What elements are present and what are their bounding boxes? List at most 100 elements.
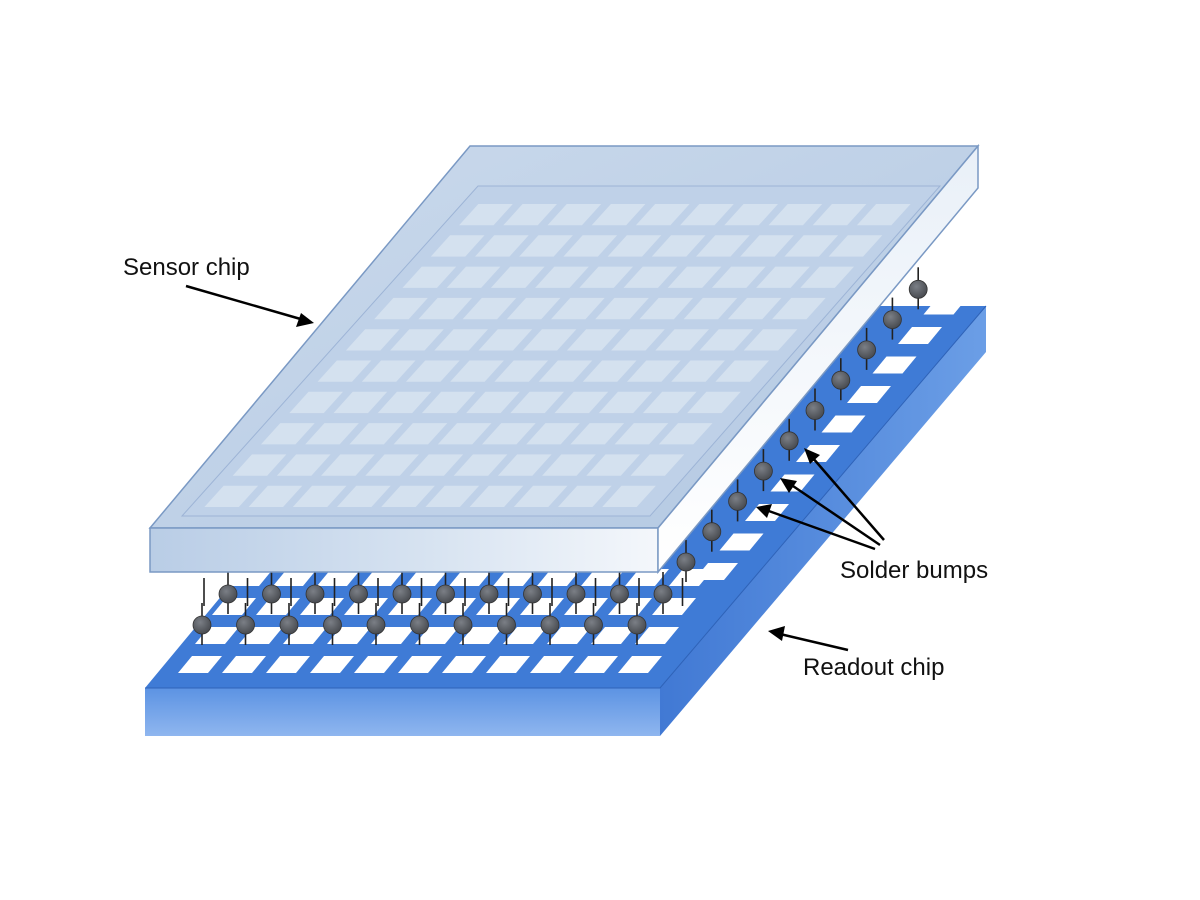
solder-bump bbox=[610, 584, 629, 604]
sensor-pixel bbox=[503, 204, 558, 226]
sensor-pixel bbox=[614, 423, 669, 445]
solder-bump bbox=[453, 615, 473, 635]
readout-pad bbox=[847, 386, 891, 403]
sensor-pixel bbox=[598, 391, 653, 414]
sensor-pixel bbox=[390, 329, 444, 351]
sensor-pixel bbox=[812, 204, 867, 226]
sensor-pixel bbox=[430, 235, 485, 257]
solder-bump bbox=[323, 615, 342, 635]
readout-pad bbox=[273, 569, 317, 586]
readout-pad bbox=[898, 327, 942, 344]
solder-bump bbox=[540, 615, 560, 635]
sensor-pixel bbox=[542, 454, 596, 476]
readout-pad bbox=[310, 656, 354, 673]
sensor-pixel bbox=[305, 423, 359, 445]
readout-pad bbox=[486, 656, 530, 673]
sensor-pixel bbox=[321, 454, 375, 476]
sensor-pixel bbox=[437, 423, 492, 445]
sensor-pixel bbox=[800, 266, 855, 288]
sensor-pixel bbox=[554, 391, 609, 414]
sensor-pixel bbox=[377, 391, 432, 414]
sensor-pixel bbox=[566, 329, 621, 351]
readout-pad bbox=[796, 445, 840, 462]
sensor-pixel bbox=[856, 204, 911, 226]
readout-chip-label: Readout chip bbox=[803, 654, 944, 681]
solder-bump bbox=[676, 552, 696, 572]
solder-bump bbox=[236, 615, 255, 635]
sensor-pixel bbox=[626, 360, 681, 382]
sensor-pixel bbox=[557, 485, 612, 507]
solder-bump bbox=[192, 615, 212, 635]
readout-pad bbox=[503, 627, 547, 644]
readout-pad bbox=[229, 569, 273, 586]
readout-pad bbox=[530, 656, 574, 673]
sensor-pixel bbox=[248, 485, 303, 507]
solder-bump bbox=[218, 584, 238, 604]
sensor-pixel bbox=[497, 454, 552, 476]
sensor-pixel bbox=[579, 266, 634, 288]
readout-pad bbox=[537, 569, 581, 586]
sensor-pixel bbox=[547, 204, 602, 226]
sensor-pixel bbox=[490, 266, 545, 288]
solder-bump bbox=[366, 615, 386, 635]
sensor-pixel bbox=[462, 297, 517, 320]
solder-bump bbox=[436, 584, 455, 604]
sensor-chip-arrowhead bbox=[296, 313, 314, 327]
readout-pad bbox=[625, 569, 669, 586]
sensor-pixel bbox=[582, 360, 637, 382]
readout-pad bbox=[923, 297, 968, 315]
sensor-pixel bbox=[260, 423, 315, 445]
sensor-pixel bbox=[292, 485, 347, 507]
solder-bump bbox=[908, 279, 928, 299]
sensor-pixel-grid bbox=[204, 204, 911, 507]
sensor-pixel bbox=[550, 297, 605, 320]
sensor-pixel bbox=[611, 329, 665, 351]
sensor-pixel bbox=[667, 266, 722, 288]
readout-pad bbox=[178, 656, 222, 673]
readout-pad bbox=[872, 356, 917, 374]
sensor-pixel bbox=[711, 266, 766, 288]
sensor-pixel bbox=[481, 423, 536, 445]
solder-bump bbox=[479, 584, 499, 604]
sensor-pixel bbox=[204, 485, 259, 507]
sensor-pixel bbox=[602, 485, 656, 507]
sensor-pixel bbox=[405, 360, 460, 382]
sensor-pixel bbox=[469, 485, 524, 507]
sensor-pixel bbox=[658, 423, 713, 445]
sensor-pixel bbox=[651, 235, 706, 257]
sensor-pixel bbox=[683, 297, 738, 320]
sensor-pixel bbox=[232, 454, 287, 476]
sensor-pixel bbox=[434, 329, 489, 351]
sensor-pixel bbox=[740, 235, 794, 257]
sensor-pixel bbox=[563, 235, 618, 257]
sensor-pixel bbox=[570, 423, 625, 445]
sensor-pixel bbox=[393, 423, 448, 445]
sensor-pixel bbox=[595, 297, 649, 320]
sensor-pixel bbox=[425, 485, 480, 507]
sensor-pixel bbox=[418, 297, 473, 320]
sensor-pixel bbox=[715, 360, 770, 382]
sensor-chip-right bbox=[657, 143, 979, 575]
sensor-pixel bbox=[349, 423, 404, 445]
readout-pad bbox=[719, 533, 764, 551]
sensor-pixel bbox=[655, 329, 710, 351]
sensor-pixel bbox=[494, 360, 549, 382]
solder-bump bbox=[831, 370, 851, 390]
sensor-pixel bbox=[276, 454, 331, 476]
solder-bump bbox=[262, 584, 281, 604]
sensor-pixel bbox=[474, 235, 529, 257]
sensor-pixel bbox=[828, 235, 883, 257]
solder-bump bbox=[779, 431, 799, 451]
readout-pad bbox=[591, 627, 635, 644]
solder-bump bbox=[566, 584, 586, 604]
readout-pad bbox=[398, 656, 442, 673]
readout-pad bbox=[266, 656, 310, 673]
solder-bump bbox=[857, 340, 876, 360]
solder-bump bbox=[883, 310, 902, 330]
sensor-pixel bbox=[535, 266, 589, 288]
sensor-pixel bbox=[639, 297, 694, 320]
sensor-pixel bbox=[361, 360, 416, 382]
readout-chip-arrowhead bbox=[768, 626, 785, 641]
readout-pad bbox=[821, 415, 866, 433]
